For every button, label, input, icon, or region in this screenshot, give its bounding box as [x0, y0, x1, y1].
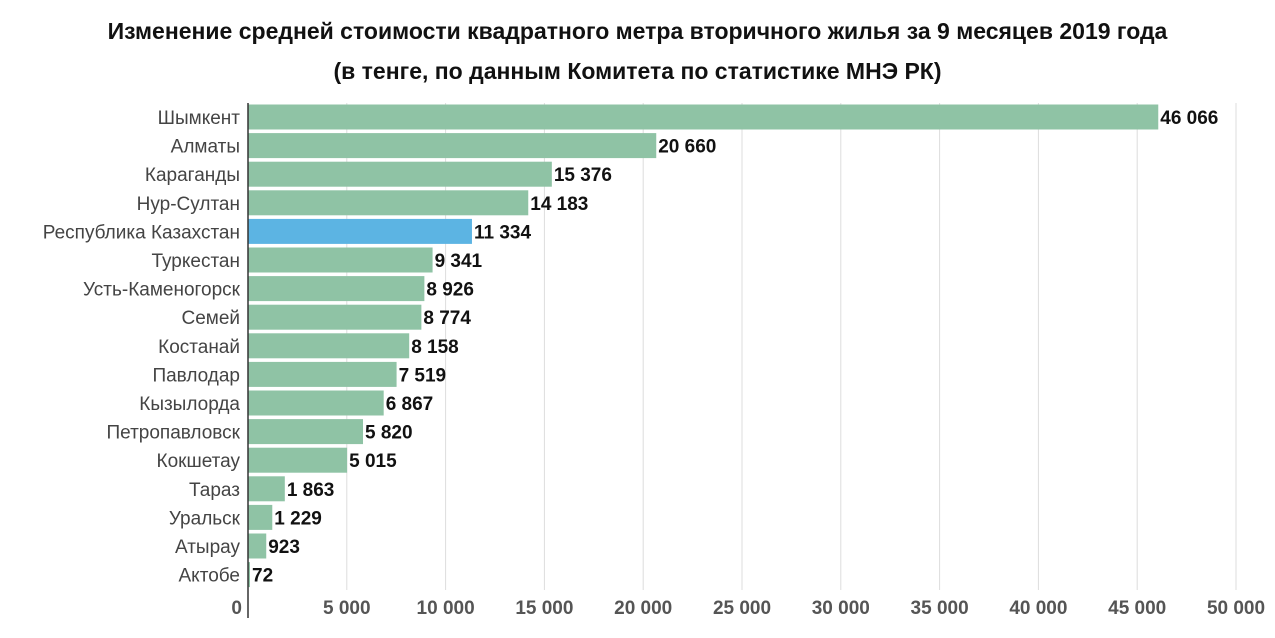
chart-title: Изменение средней стоимости квадратного …	[107, 18, 1168, 44]
bars	[248, 104, 1159, 588]
category-label: Туркестан	[151, 251, 240, 272]
labels: 0 5 000 10 000 15 000 20 000 25 000 30 000 35 0…	[43, 108, 1265, 619]
data-label: 46 066	[1160, 108, 1218, 129]
category-label: Семей	[181, 308, 240, 329]
bar	[248, 361, 397, 387]
category-label: Тараз	[189, 480, 240, 501]
x-tick-label: 15 000	[515, 598, 573, 619]
bar	[248, 333, 410, 359]
category-label: Кокшетау	[157, 451, 241, 472]
bar	[248, 447, 348, 473]
x-tick-label: 25 000	[713, 598, 771, 619]
x-tick-label: 10 000	[417, 598, 475, 619]
x-tick-label: 40 000	[1009, 598, 1067, 619]
bar	[248, 504, 273, 530]
data-label: 8 158	[411, 337, 459, 358]
bar	[248, 562, 250, 588]
bar	[248, 533, 267, 559]
category-label: Костанай	[158, 337, 240, 358]
bar	[248, 218, 472, 244]
bar	[248, 161, 552, 187]
data-label: 15 376	[554, 165, 612, 186]
category-label: Республика Казахстан	[43, 222, 240, 243]
x-tick-label: 20 000	[614, 598, 672, 619]
data-label: 6 867	[386, 394, 434, 415]
data-label: 1 229	[274, 508, 322, 529]
category-label: Петропавловск	[106, 423, 240, 444]
category-label: Шымкент	[158, 108, 241, 129]
x-tick-label: 35 000	[911, 598, 969, 619]
data-label: 7 519	[399, 365, 447, 386]
data-label: 72	[252, 566, 273, 587]
category-label: Актобе	[179, 566, 241, 587]
data-label: 8 774	[423, 308, 471, 329]
data-label: 5 015	[349, 451, 397, 472]
bar	[248, 190, 529, 216]
bar	[248, 276, 425, 302]
bar	[248, 104, 1159, 130]
bar	[248, 247, 433, 273]
chart-subtitle: (в тенге, по данным Комитета по статисти…	[333, 58, 942, 84]
x-tick-label: 30 000	[812, 598, 870, 619]
category-label: Алматы	[171, 137, 240, 158]
data-label: 20 660	[658, 137, 716, 158]
category-label: Караганды	[145, 165, 240, 186]
category-label: Уральск	[169, 508, 241, 529]
data-label: 1 863	[287, 480, 335, 501]
x-tick-label: 5 000	[323, 598, 371, 619]
bar	[248, 390, 384, 416]
x-tick-label: 50 000	[1207, 598, 1265, 619]
bar	[248, 419, 364, 445]
category-label: Атырау	[175, 537, 241, 558]
data-label: 14 183	[530, 194, 588, 215]
bar	[248, 476, 285, 502]
category-label: Павлодар	[152, 365, 240, 386]
data-label: 9 341	[435, 251, 483, 272]
x-tick-label: 0	[231, 598, 242, 619]
x-tick-label: 45 000	[1108, 598, 1166, 619]
bar	[248, 304, 422, 330]
data-label: 5 820	[365, 423, 413, 444]
data-label: 923	[268, 537, 300, 558]
category-label: Нур-Султан	[137, 194, 240, 215]
data-label: 11 334	[474, 222, 531, 243]
category-label: Кызылорда	[139, 394, 240, 415]
grid-lines	[346, 103, 1237, 590]
data-label: 8 926	[426, 280, 474, 301]
bar	[248, 133, 657, 159]
category-label: Усть-Каменогорск	[83, 280, 241, 301]
